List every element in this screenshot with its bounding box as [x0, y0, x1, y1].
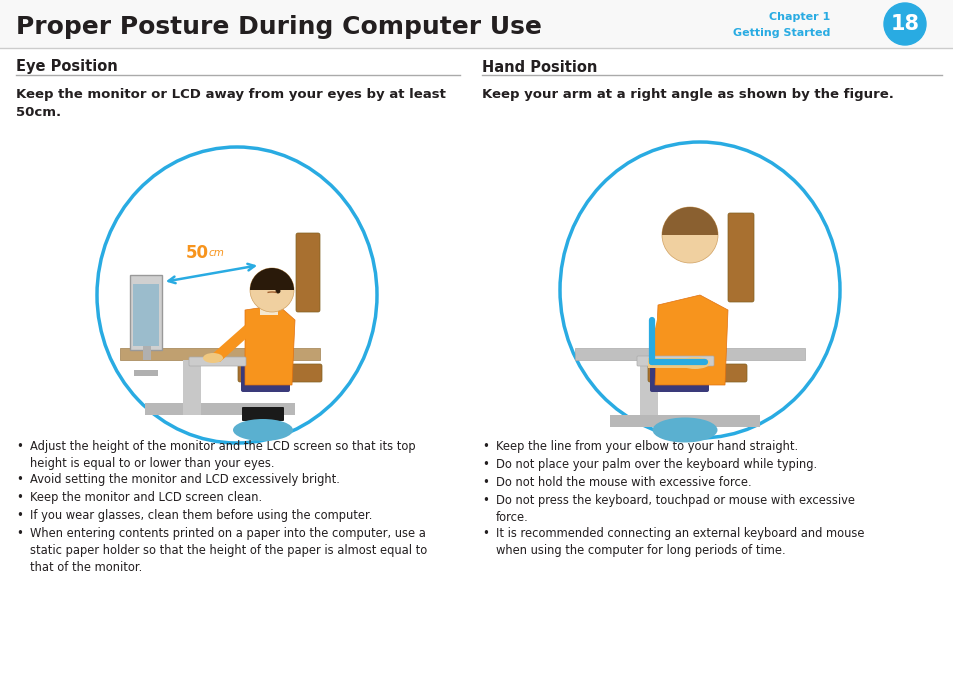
- Text: Do not hold the mouse with excessive force.: Do not hold the mouse with excessive for…: [496, 476, 751, 489]
- FancyBboxPatch shape: [241, 358, 290, 392]
- Circle shape: [250, 268, 294, 312]
- FancyBboxPatch shape: [609, 415, 760, 427]
- Text: When entering contents printed on a paper into the computer, use a
static paper : When entering contents printed on a pape…: [30, 527, 427, 574]
- FancyBboxPatch shape: [575, 348, 804, 360]
- FancyBboxPatch shape: [649, 360, 708, 392]
- FancyBboxPatch shape: [189, 357, 246, 366]
- Polygon shape: [647, 315, 667, 360]
- Text: Keep the monitor and LCD screen clean.: Keep the monitor and LCD screen clean.: [30, 491, 262, 504]
- Circle shape: [883, 3, 925, 45]
- Text: Adjust the height of the monitor and the LCD screen so that its top
height is eq: Adjust the height of the monitor and the…: [30, 440, 416, 470]
- Text: Proper Posture During Computer Use: Proper Posture During Computer Use: [16, 15, 541, 39]
- Text: It is recommended connecting an external keyboard and mouse
when using the compu: It is recommended connecting an external…: [496, 527, 863, 557]
- Text: Do not press the keyboard, touchpad or mouse with excessive
force.: Do not press the keyboard, touchpad or m…: [496, 494, 854, 524]
- FancyBboxPatch shape: [242, 407, 284, 421]
- Text: •: •: [482, 440, 489, 453]
- Text: •: •: [16, 509, 24, 522]
- FancyBboxPatch shape: [183, 360, 201, 415]
- Ellipse shape: [679, 357, 709, 369]
- Ellipse shape: [559, 142, 840, 438]
- FancyBboxPatch shape: [120, 348, 319, 360]
- Text: •: •: [482, 494, 489, 507]
- FancyBboxPatch shape: [143, 342, 151, 360]
- FancyBboxPatch shape: [637, 356, 713, 366]
- Text: Do not place your palm over the keyboard while typing.: Do not place your palm over the keyboard…: [496, 458, 817, 471]
- Text: Keep your arm at a right angle as shown by the figure.: Keep your arm at a right angle as shown …: [481, 88, 893, 101]
- Ellipse shape: [203, 353, 223, 363]
- Polygon shape: [647, 358, 700, 368]
- Text: 18: 18: [889, 14, 919, 34]
- Polygon shape: [210, 325, 250, 362]
- Text: •: •: [482, 458, 489, 471]
- Wedge shape: [661, 207, 718, 235]
- Circle shape: [661, 207, 718, 263]
- FancyBboxPatch shape: [0, 0, 953, 48]
- FancyBboxPatch shape: [639, 360, 658, 415]
- FancyBboxPatch shape: [132, 284, 159, 346]
- FancyBboxPatch shape: [647, 364, 746, 382]
- FancyBboxPatch shape: [295, 233, 319, 312]
- Text: •: •: [16, 440, 24, 453]
- Polygon shape: [245, 305, 294, 385]
- Ellipse shape: [97, 147, 376, 443]
- FancyBboxPatch shape: [130, 275, 162, 350]
- Text: Chapter 1: Chapter 1: [768, 12, 829, 22]
- Ellipse shape: [652, 418, 717, 443]
- Text: •: •: [16, 527, 24, 540]
- FancyBboxPatch shape: [237, 364, 322, 382]
- Text: Keep the monitor or LCD away from your eyes by at least
50cm.: Keep the monitor or LCD away from your e…: [16, 88, 445, 119]
- FancyBboxPatch shape: [727, 213, 753, 302]
- Text: Getting Started: Getting Started: [732, 28, 829, 38]
- FancyBboxPatch shape: [260, 300, 277, 315]
- Text: cm: cm: [209, 248, 225, 258]
- Text: If you wear glasses, clean them before using the computer.: If you wear glasses, clean them before u…: [30, 509, 372, 522]
- FancyBboxPatch shape: [145, 403, 294, 415]
- Polygon shape: [655, 295, 727, 385]
- Text: Hand Position: Hand Position: [481, 60, 597, 74]
- Text: •: •: [482, 527, 489, 540]
- FancyBboxPatch shape: [133, 370, 158, 376]
- Text: Eye Position: Eye Position: [16, 60, 117, 74]
- Wedge shape: [250, 268, 294, 290]
- Text: Keep the line from your elbow to your hand straight.: Keep the line from your elbow to your ha…: [496, 440, 798, 453]
- Text: •: •: [16, 473, 24, 486]
- Text: 50: 50: [185, 244, 209, 262]
- Text: Avoid setting the monitor and LCD excessively bright.: Avoid setting the monitor and LCD excess…: [30, 473, 339, 486]
- Ellipse shape: [233, 419, 293, 441]
- Text: •: •: [16, 491, 24, 504]
- Circle shape: [275, 288, 280, 294]
- Text: •: •: [482, 476, 489, 489]
